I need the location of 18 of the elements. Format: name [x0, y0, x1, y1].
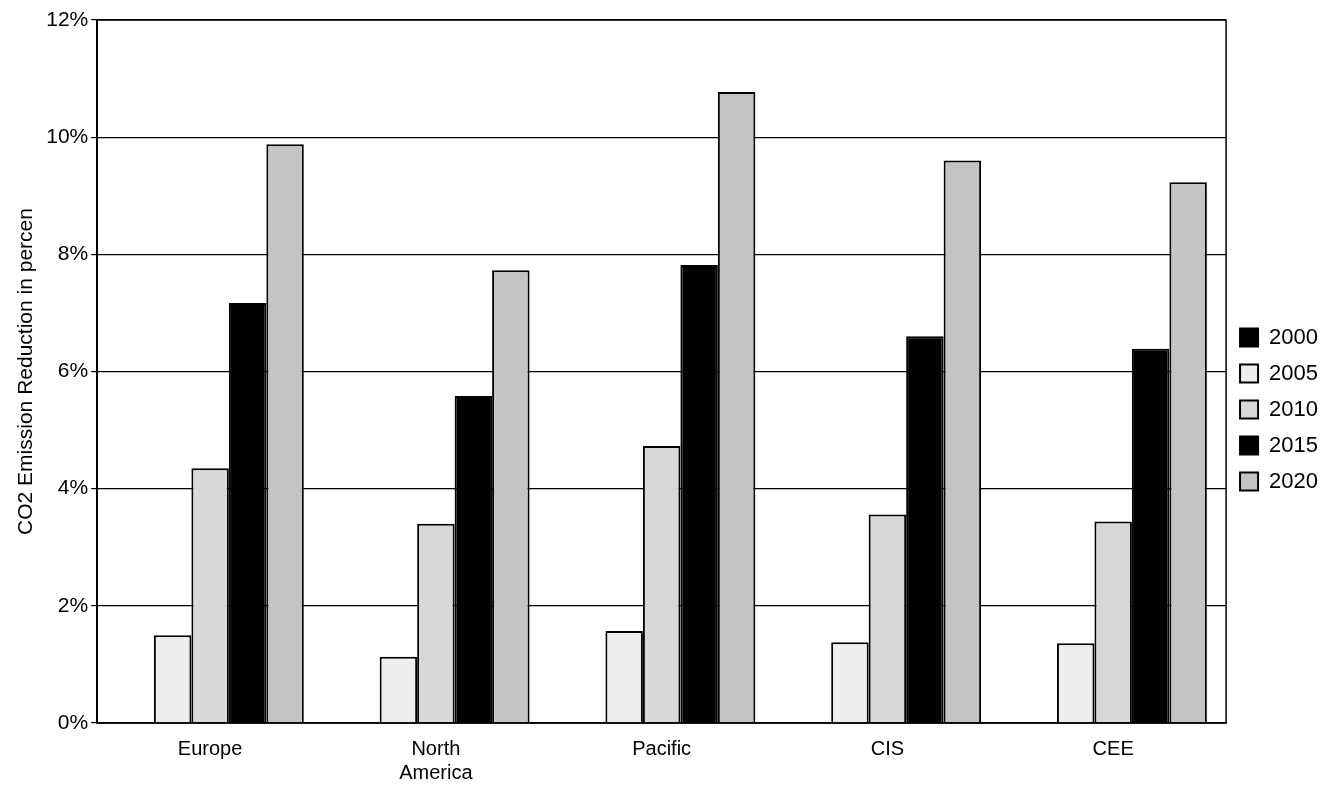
legend-label: 2000	[1269, 323, 1319, 349]
y-axis-title: CO2 Emission Reduction in percen	[13, 208, 37, 535]
x-tick-label: Pacific	[632, 736, 692, 759]
legend-label: 2015	[1269, 431, 1319, 457]
y-tick-label: 6%	[57, 358, 89, 382]
y-tick-label: 10%	[46, 123, 89, 147]
x-tick-label: North America	[399, 736, 474, 783]
legend-label: 2005	[1269, 359, 1319, 385]
x-tick-label: CEE	[1092, 736, 1134, 759]
y-tick-label: 8%	[57, 241, 89, 265]
legend-label: 2010	[1269, 395, 1319, 421]
y-tick-label: 12%	[46, 6, 89, 30]
y-tick-label: 2%	[57, 592, 89, 616]
y-tick-label: 4%	[57, 475, 89, 499]
x-tick-label: Europe	[177, 736, 243, 759]
legend-label: 2020	[1269, 467, 1319, 493]
y-tick-label: 0%	[57, 709, 89, 733]
x-tick-label: CIS	[870, 736, 905, 759]
